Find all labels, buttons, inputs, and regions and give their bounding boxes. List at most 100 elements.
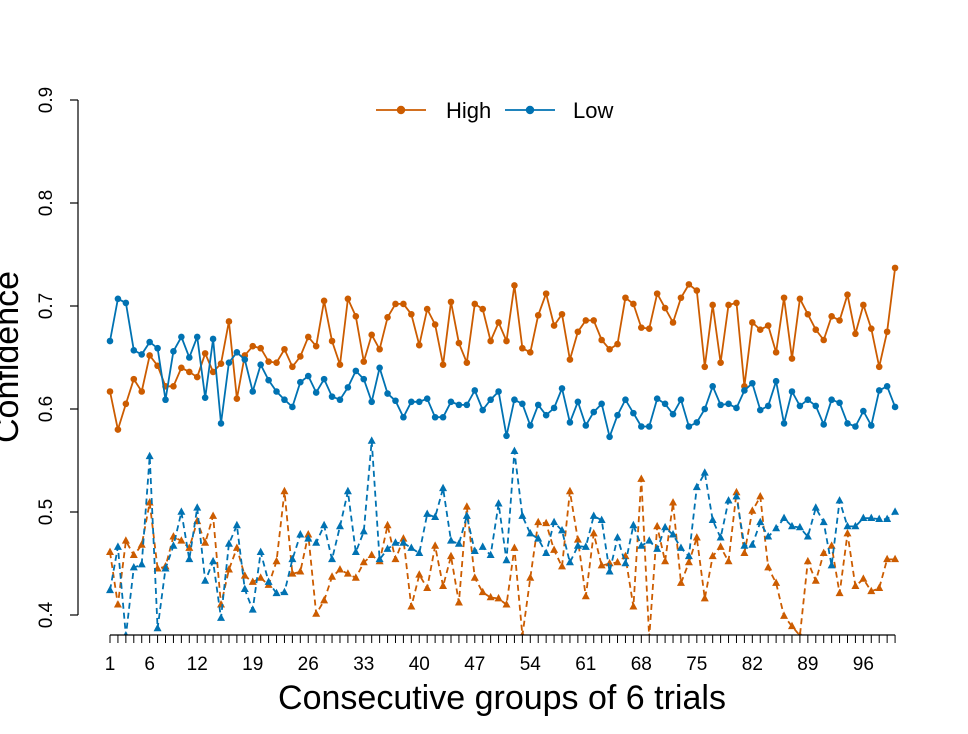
data-point: [495, 319, 502, 326]
data-point: [407, 543, 416, 551]
data-point: [812, 326, 820, 333]
data-point: [629, 602, 638, 610]
data-point: [153, 623, 162, 632]
data-point: [170, 348, 177, 355]
data-point: [487, 396, 494, 404]
data-point: [273, 388, 280, 395]
x-tick-label: 19: [242, 654, 263, 675]
data-point: [780, 420, 788, 427]
data-point: [589, 511, 598, 519]
data-point: [344, 295, 352, 303]
y-tick-label: 0.6: [36, 396, 57, 422]
data-point: [629, 520, 638, 529]
data-point: [558, 561, 567, 570]
data-point: [296, 567, 305, 575]
data-point: [463, 359, 471, 366]
data-point: [788, 388, 796, 395]
data-point: [811, 503, 820, 511]
data-point: [462, 511, 471, 519]
data-point: [114, 426, 122, 433]
data-point: [122, 400, 130, 408]
data-point: [684, 557, 693, 566]
data-point: [225, 359, 233, 366]
data-point: [169, 541, 178, 549]
data-point: [828, 396, 835, 404]
legend: High Low: [376, 98, 613, 123]
data-point: [375, 554, 384, 563]
data-point: [384, 314, 391, 321]
data-point: [193, 333, 201, 341]
x-tick-label: 82: [742, 654, 763, 675]
data-point: [772, 523, 781, 532]
data-point: [835, 496, 844, 504]
data-point: [360, 375, 368, 383]
data-point: [820, 421, 827, 428]
data-point: [407, 602, 416, 610]
data-point: [676, 543, 685, 551]
data-point: [145, 451, 154, 460]
data-point: [272, 556, 281, 565]
data-point: [630, 300, 637, 308]
data-point: [511, 282, 518, 289]
series-3: [106, 436, 900, 635]
data-point: [288, 569, 297, 577]
data-point: [519, 400, 526, 408]
data-point: [503, 432, 510, 440]
data-point: [701, 363, 709, 371]
data-point: [756, 406, 764, 414]
data-point: [558, 310, 566, 318]
data-point: [582, 317, 590, 324]
data-point: [645, 536, 654, 544]
data-point: [622, 294, 629, 302]
data-point: [565, 557, 574, 566]
data-point: [749, 319, 756, 326]
data-point: [241, 356, 249, 363]
data-point: [146, 352, 153, 359]
data-point: [835, 588, 844, 597]
data-point: [827, 541, 836, 549]
data-point: [486, 592, 495, 601]
data-point: [240, 584, 249, 593]
data-point: [225, 318, 233, 325]
data-point: [836, 317, 843, 324]
data-point: [123, 631, 129, 635]
data-point: [304, 534, 313, 542]
data-point: [257, 344, 264, 352]
y-tick-label: 0.7: [36, 293, 57, 319]
data-point: [462, 502, 471, 510]
data-point: [827, 560, 836, 569]
data-point: [693, 419, 701, 426]
data-point: [851, 581, 860, 589]
data-point: [391, 538, 400, 546]
data-point: [447, 298, 455, 306]
data-point: [186, 354, 193, 361]
data-point: [828, 313, 835, 320]
data-point: [622, 396, 629, 404]
data-point: [487, 337, 494, 345]
data-point: [280, 486, 289, 495]
data-point: [518, 511, 527, 519]
data-point: [376, 345, 383, 353]
data-point: [669, 498, 678, 506]
data-point: [851, 521, 860, 530]
data-point: [717, 359, 724, 366]
data-point: [852, 330, 859, 338]
data-point: [447, 398, 455, 406]
data-point: [177, 536, 186, 544]
x-tick-label: 61: [575, 654, 596, 675]
data-point: [257, 361, 264, 369]
data-point: [709, 383, 716, 390]
data-point: [178, 333, 185, 341]
x-tick-label: 75: [686, 654, 707, 675]
legend-marker-1: [525, 105, 535, 115]
data-point: [256, 573, 265, 581]
data-point: [186, 368, 193, 376]
data-point: [733, 404, 740, 412]
data-point: [749, 379, 756, 387]
data-point: [193, 503, 202, 511]
data-point: [391, 554, 400, 563]
data-point: [692, 482, 701, 491]
data-point: [542, 518, 551, 527]
data-point: [320, 375, 328, 383]
